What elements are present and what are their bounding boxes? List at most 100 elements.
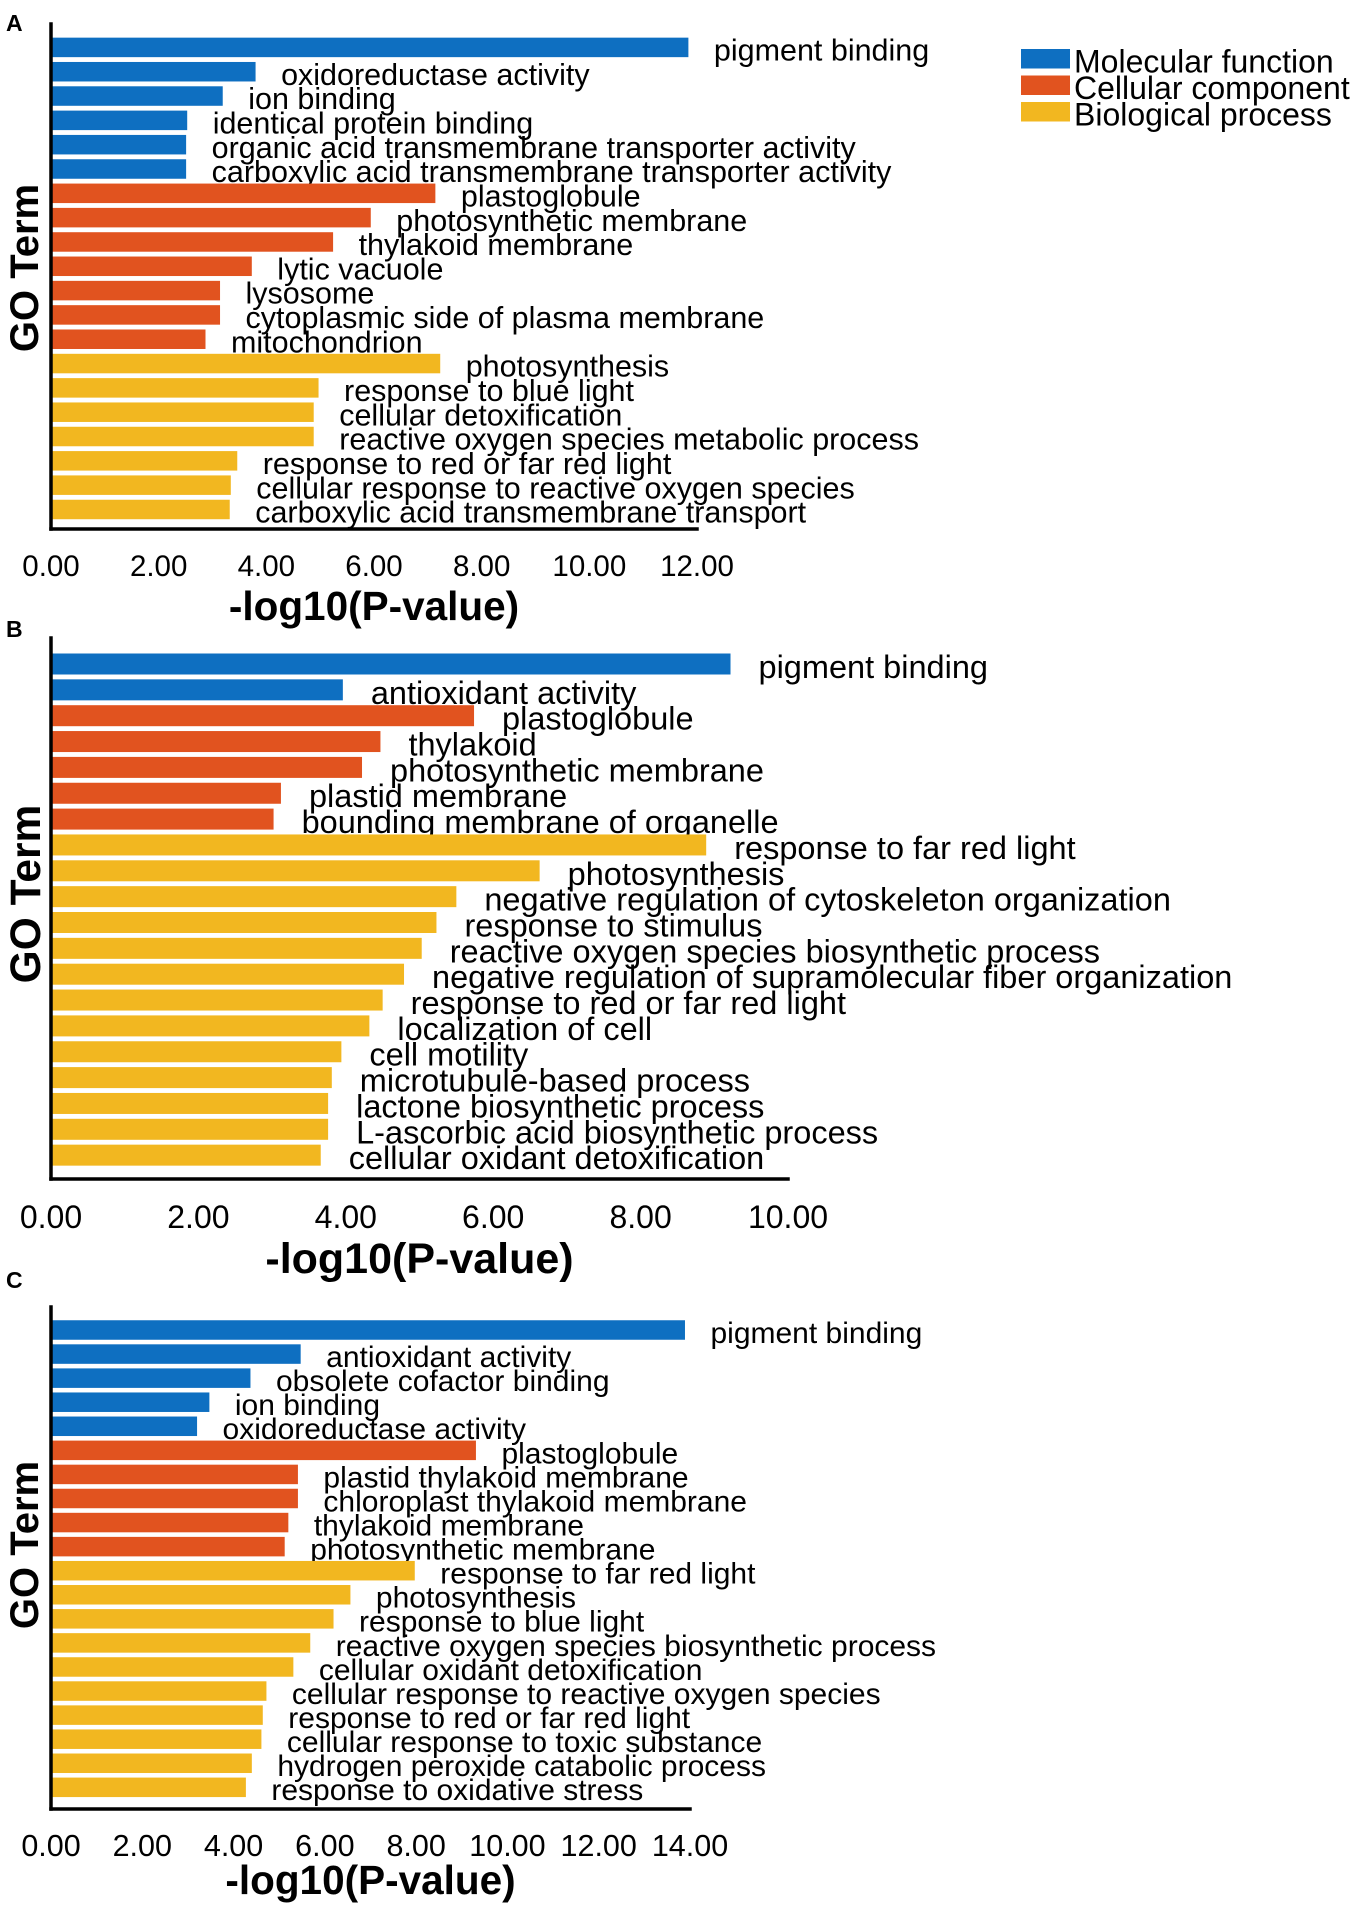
bar-antioxidant-activity [51, 1344, 301, 1364]
y-axis-title: GO Term [3, 1461, 47, 1629]
bar-label: thylakoid [408, 727, 536, 763]
x-tick-label: 4.00 [238, 550, 295, 583]
bar-label: cytoplasmic side of plasma membrane [246, 301, 765, 335]
legend-swatch-biological-process [1021, 102, 1070, 122]
bar-cellular-response-to-reactive-oxygen-species [51, 1681, 267, 1701]
bar-label: bounding membrane of organelle [302, 804, 779, 840]
bar-label: pigment binding [710, 1317, 922, 1350]
x-tick-label: 2.00 [113, 1829, 172, 1863]
bar-label: thylakoid membrane [359, 228, 634, 262]
bar-label: response to blue light [344, 374, 634, 408]
bar-response-to-oxidative-stress [51, 1777, 246, 1798]
bar-label: photosynthetic membrane [390, 752, 764, 788]
bar-label: carboxylic acid transmembrane transporte… [212, 155, 892, 189]
bar-label: plastoglobule [502, 701, 694, 737]
x-tick-label: 8.00 [386, 1829, 445, 1863]
bar-negative-regulation-of-cytoskeleton-organization [51, 886, 457, 908]
panel-label: B [6, 616, 23, 642]
bar-label: reactive oxygen species biosynthetic pro… [336, 1630, 936, 1663]
bar-label: pigment binding [714, 34, 929, 68]
bar-l-ascorbic-acid-biosynthetic-process [51, 1118, 329, 1140]
bar-label: response to red or far red light [263, 447, 672, 481]
bar-label: photosynthesis [466, 350, 669, 384]
x-tick-label: 10.00 [469, 1829, 545, 1863]
bar-label: plastoglobule [461, 179, 641, 213]
bar-lactone-biosynthetic-process [51, 1092, 329, 1114]
bar-hydrogen-peroxide-catabolic-process [51, 1753, 252, 1774]
bar-lysosome [51, 280, 221, 301]
bar-label: photosynthesis [568, 856, 785, 892]
bar-label: negative regulation of supramolecular fi… [432, 959, 1232, 995]
bar-cell-motility [51, 1041, 342, 1063]
x-tick-label: 4.00 [204, 1829, 263, 1863]
bar-response-to-stimulus [51, 912, 437, 933]
bar-thylakoid-membrane [51, 232, 334, 252]
x-tick-label: 12.00 [660, 550, 734, 583]
bar-thylakoid [51, 731, 381, 753]
bar-label: antioxidant activity [371, 675, 637, 711]
x-tick-label: 12.00 [561, 1829, 637, 1863]
legend-label-biological-process: Biological process [1074, 97, 1332, 133]
bar-localization-of-cell [51, 1015, 370, 1037]
y-axis-title: GO Term [3, 184, 47, 352]
bar-cellular-oxidant-detoxification [51, 1657, 294, 1677]
legend-label-cellular-component: Cellular component [1074, 70, 1350, 106]
bar-cellular-response-to-reactive-oxygen-species [51, 475, 231, 495]
bar-label: hydrogen peroxide catabolic process [277, 1750, 766, 1783]
bar-carboxylic-acid-transmembrane-transport [51, 499, 230, 520]
bar-photosynthesis [51, 1585, 351, 1605]
bar-cytoplasmic-side-of-plasma-membrane [51, 305, 221, 325]
legend-label-molecular-function: Molecular function [1074, 44, 1334, 80]
bar-plastoglobule [51, 705, 475, 727]
x-axis-title: -log10(P-value) [225, 1857, 515, 1903]
bar-identical-protein-binding [51, 110, 188, 131]
bar-label: response to red or far red light [411, 985, 846, 1021]
panel-c: C GO Term pigment binding antioxidant activ… [3, 1267, 936, 1903]
bar-cellular-detoxification [51, 402, 314, 422]
bar-label: plastoglobule [501, 1437, 678, 1470]
x-tick-label: 8.00 [609, 1199, 671, 1235]
bar-label: cellular response to reactive oxygen spe… [292, 1678, 881, 1711]
bar-chloroplast-thylakoid-membrane [51, 1488, 298, 1509]
panel-b: B GO Term pigment binding antioxidant activ… [3, 616, 1232, 1283]
x-tick-label: 0.00 [22, 550, 79, 583]
bar-label: obsolete cofactor binding [276, 1365, 610, 1398]
bar-photosynthetic-membrane [51, 756, 363, 778]
bar-plastoglobule [51, 1440, 476, 1461]
bar-plastid-thylakoid-membrane [51, 1464, 298, 1485]
x-tick-label: 10.00 [748, 1199, 828, 1235]
bar-response-to-blue-light [51, 1609, 334, 1629]
bar-label: oxidoreductase activity [281, 58, 590, 92]
bar-organic-acid-transmembrane-transporter-activity [51, 134, 187, 155]
bar-label: response to far red light [440, 1558, 756, 1591]
bar-photosynthesis [51, 860, 540, 882]
bar-label: response to stimulus [464, 907, 762, 943]
bar-pigment-binding [51, 37, 689, 58]
x-tick-label: 6.00 [345, 550, 402, 583]
bar-label: ion binding [235, 1389, 380, 1422]
bar-response-to-far-red-light [51, 834, 707, 856]
bar-label: cell motility [369, 1037, 529, 1073]
bar-label: localization of cell [397, 1011, 652, 1047]
bar-oxidoreductase-activity [51, 61, 256, 82]
bar-negative-regulation-of-supramolecular-fiber-organization [51, 963, 405, 985]
bar-label: response to red or far red light [288, 1702, 691, 1735]
bar-label: cellular response to reactive oxygen spe… [256, 471, 854, 505]
bar-antioxidant-activity [51, 679, 343, 701]
bar-lytic-vacuole [51, 256, 252, 277]
bar-microtubule-based-process [51, 1067, 332, 1089]
x-tick-label: 4.00 [315, 1199, 377, 1235]
panel-a: A GO Term pigment binding oxidoreductase ac… [3, 10, 929, 629]
bar-label: lytic vacuole [277, 252, 443, 286]
x-axis-title: -log10(P-value) [229, 583, 519, 629]
bar-label: chloroplast thylakoid membrane [323, 1485, 747, 1518]
bar-label: negative regulation of cytoskeleton orga… [484, 882, 1171, 918]
bar-reactive-oxygen-species-metabolic-process [51, 426, 314, 447]
legend-swatch-molecular-function [1021, 49, 1070, 69]
bar-label: plastid thylakoid membrane [323, 1461, 688, 1494]
bar-plastid-membrane [51, 782, 281, 804]
x-tick-label: 6.00 [295, 1829, 354, 1863]
bar-pigment-binding [51, 653, 731, 675]
